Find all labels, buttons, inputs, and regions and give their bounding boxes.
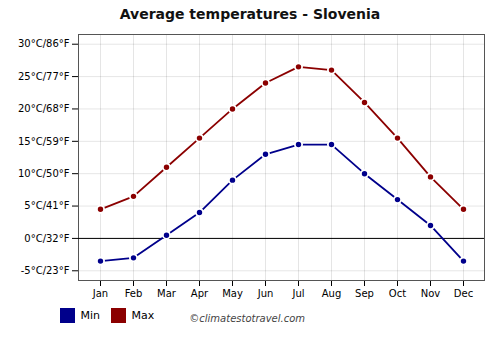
svg-text:Sep: Sep (355, 288, 374, 299)
svg-text:May: May (222, 288, 243, 299)
svg-text:30°C/86°F: 30°C/86°F (18, 38, 70, 49)
svg-text:Mar: Mar (157, 288, 177, 299)
svg-text:5°C/41°F: 5°C/41°F (24, 200, 69, 211)
svg-text:Feb: Feb (125, 288, 143, 299)
html-text:©climatestotravel.com: ©climatestotravel.com (189, 312, 306, 324)
svg-text:Jun: Jun (257, 288, 274, 299)
svg-text:10°C/50°F: 10°C/50°F (18, 168, 70, 179)
html-text:Average temperatures - Sloveni: Average temperatures - Slovenia (119, 6, 381, 22)
svg-text:Oct: Oct (389, 288, 406, 299)
html-text:Max: Max (131, 308, 155, 322)
svg-text:Jan: Jan (92, 288, 108, 299)
svg-text:15°C/59°F: 15°C/59°F (18, 136, 70, 147)
svg-text:Dec: Dec (454, 288, 473, 299)
svg-text:20°C/68°F: 20°C/68°F (18, 103, 70, 114)
svg-text:Aug: Aug (322, 288, 342, 299)
svg-text:Nov: Nov (421, 288, 441, 299)
svg-text:-5°C/23°F: -5°C/23°F (21, 265, 70, 276)
html-text:Min: Min (80, 308, 100, 322)
svg-text:Apr: Apr (191, 288, 209, 299)
svg-text:25°C/77°F: 25°C/77°F (18, 71, 70, 82)
svg-text:0°C/32°F: 0°C/32°F (24, 233, 69, 244)
svg-text:Jul: Jul (291, 288, 304, 299)
